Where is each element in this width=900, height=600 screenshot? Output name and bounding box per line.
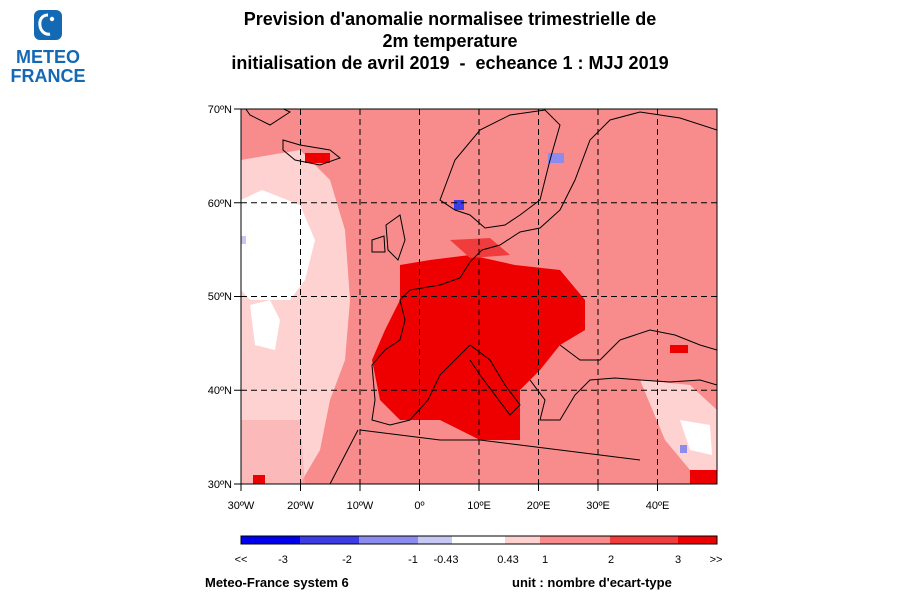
- colorbar-label-m1: -1: [408, 554, 418, 566]
- lon-label-30e: 30ºE: [586, 500, 610, 512]
- colorbar-label-m043: -0.43: [433, 554, 458, 566]
- colorbar-bin-9: [678, 536, 717, 544]
- title-line3: initialisation de avril 2019 - echeance …: [231, 53, 669, 73]
- colorbar-bin-7: [540, 536, 610, 544]
- colorbar-bin-3: [359, 536, 418, 544]
- lat-label-30n: 30ºN: [208, 479, 232, 491]
- colorbar-label-high: >>: [710, 554, 723, 566]
- lon-label-10e: 10ºE: [467, 500, 491, 512]
- lon-label-40e: 40ºE: [646, 500, 670, 512]
- colorbar: [240, 535, 718, 545]
- lon-label-20w: 20ºW: [287, 500, 314, 512]
- title-line1: Prevision d'anomalie normalisee trimestr…: [243, 9, 657, 29]
- logo-text-line1: METEO: [15, 47, 80, 67]
- lat-label-60n: 60ºN: [208, 198, 232, 210]
- colorbar-label-p3: 3: [675, 554, 681, 566]
- lat-label-40n: 40ºN: [208, 385, 232, 397]
- lon-label-30w: 30ºW: [228, 500, 255, 512]
- coastlines: [245, 109, 717, 484]
- colorbar-label-p043: 0.43: [497, 554, 518, 566]
- gridlines: [241, 109, 717, 484]
- colorbar-bin-1: [241, 536, 300, 544]
- lon-label-0: 0º: [414, 500, 424, 512]
- lon-tick-labels: 30ºW 20ºW 10ºW 0º 10ºE 20ºE 30ºE 40ºE: [228, 500, 670, 512]
- lon-label-10w: 10ºW: [347, 500, 374, 512]
- unit-label: unit : nombre d'ecart-type: [512, 575, 672, 590]
- chart-title: Prevision d'anomalie normalisee trimestr…: [150, 8, 750, 74]
- title-line2: 2m temperature: [382, 31, 518, 51]
- colorbar-bin-5: [452, 536, 505, 544]
- lon-ticks: [240, 484, 658, 491]
- colorbar-bin-4: [418, 536, 452, 544]
- colorbar-bin-6: [505, 536, 540, 544]
- colorbar-frame: [240, 535, 718, 545]
- lat-tick-labels: 30ºN 40ºN 50ºN 60ºN 70ºN: [208, 104, 232, 491]
- anomaly-fields: [241, 150, 717, 484]
- colorbar-label-low: <<: [235, 554, 248, 566]
- lat-ticks: [234, 108, 241, 485]
- colorbar-bin-2: [300, 536, 359, 544]
- lat-label-50n: 50ºN: [208, 291, 232, 303]
- colorbar-label-m2: -2: [342, 554, 352, 566]
- colorbar-label-p1: 1: [542, 554, 548, 566]
- colorbar-labels: << -3 -2 -1 -0.43 0.43 1 2 3 >>: [235, 554, 723, 566]
- lon-label-20e: 20ºE: [527, 500, 551, 512]
- logo-text-line2: FRANCE: [10, 66, 86, 86]
- colorbar-label-m3: -3: [278, 554, 288, 566]
- lat-label-70n: 70ºN: [208, 104, 232, 116]
- model-label: Meteo-France system 6: [205, 575, 349, 590]
- meteo-france-logo: METEO FRANCE: [8, 8, 88, 90]
- colorbar-label-p2: 2: [608, 554, 614, 566]
- logo-emblem-icon: [34, 10, 62, 40]
- colorbar-bin-8: [610, 536, 678, 544]
